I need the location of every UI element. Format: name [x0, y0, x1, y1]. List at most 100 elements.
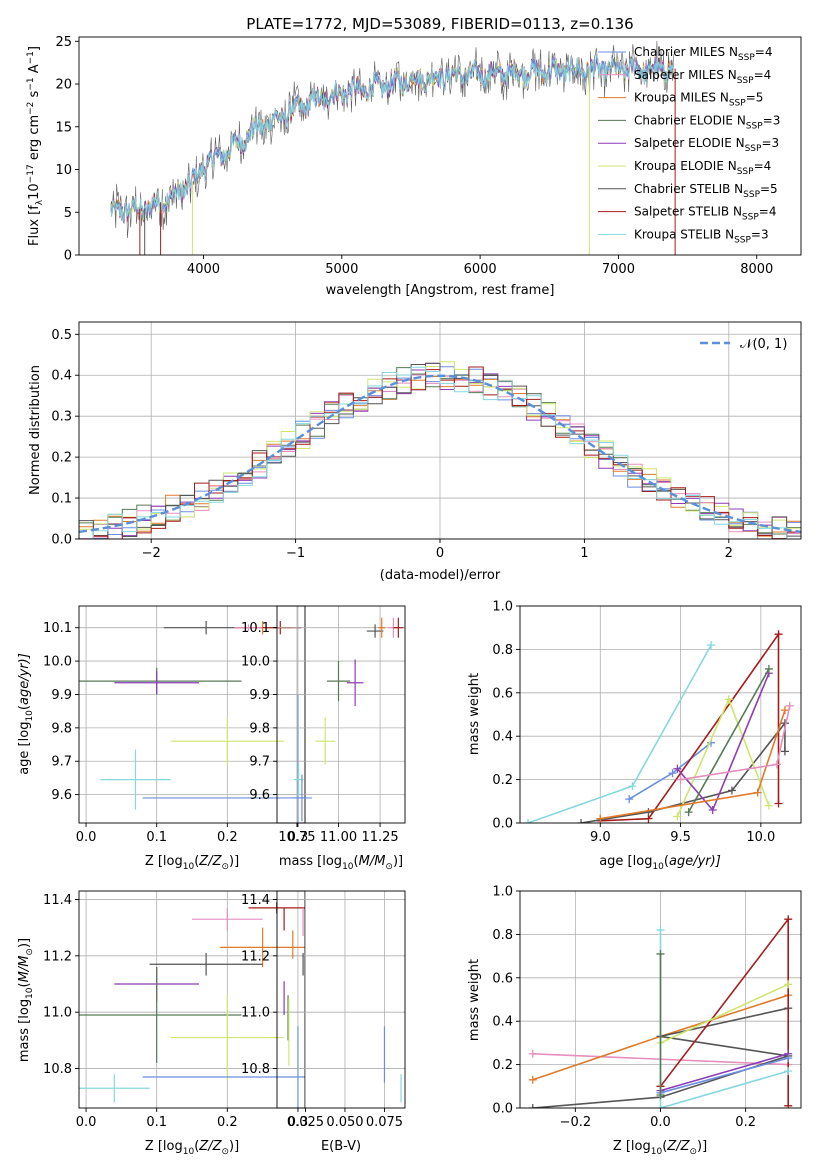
y-tick-label: 0.8 — [492, 928, 513, 943]
weight-marker — [774, 630, 783, 639]
weight-marker — [673, 764, 682, 773]
errorbar-point — [100, 749, 171, 810]
y-tick-label: 9.8 — [249, 721, 270, 736]
axes: −0.2 0.0 0.2 0.0 0.2 0.4 0.6 0.8 1.0 — [492, 885, 802, 1130]
x-tick-label: 0.2 — [217, 830, 238, 845]
x-tick-label: 4000 — [187, 262, 220, 277]
label-part: s — [27, 90, 42, 101]
axes-frame — [78, 36, 802, 256]
x-tick-label: 8000 — [740, 262, 773, 277]
weight-marker — [753, 788, 762, 797]
axes: 9.0 9.5 10.0 0.0 0.2 0.4 0.6 0.8 1.0 — [492, 600, 802, 845]
label-part: =5 — [760, 182, 778, 196]
y-tick-label: 0.4 — [51, 369, 72, 384]
weight-marker — [780, 706, 789, 715]
label-part: Kroupa STELIB N — [634, 227, 734, 241]
x-tick-label: 0.0 — [76, 1115, 97, 1130]
z-weight-panel: −0.2 0.0 0.20.00.20.40.60.81.0Z [log10(Z/Z… — [467, 885, 802, 1157]
label-part: ⊙ — [25, 948, 35, 956]
x-tick-label: 0 — [436, 546, 444, 561]
age-weight-panel: 9.0 9.5 10.0 0.0 0.2 0.4 0.6 0.8 1.0 age [log10(a… — [467, 600, 802, 872]
y-tick-label: 10.1 — [241, 621, 270, 636]
y-tick-label: 25 — [55, 35, 72, 50]
weight-line — [660, 983, 789, 1044]
x-tick-label: 0.3 — [288, 1115, 309, 1130]
label-part: SSP — [737, 76, 754, 86]
x-tick-label: 9.5 — [670, 830, 691, 845]
label-part: SSP — [743, 190, 760, 200]
label-part: / — [369, 854, 376, 869]
weight-line — [600, 631, 780, 822]
x-tick-label: −0.2 — [560, 1115, 592, 1130]
label-part: SSP — [742, 213, 759, 223]
y-tick-label: 0.4 — [492, 1015, 513, 1030]
x-axis-label: mass [log10(M/M⊙)] — [279, 854, 403, 872]
gaussian-curve — [79, 374, 801, 533]
plot-area — [524, 630, 794, 823]
y-tick-label: 10.8 — [241, 1062, 270, 1077]
figure-title: PLATE=1772, MJD=53089, FIBERID=0113, z=0… — [246, 15, 633, 33]
residuals-panel: −2 −1 0 1 2 0.0 0.1 0.2 0.3 0.4 0.5 𝒩(0, 1) (data-mo… — [28, 321, 802, 583]
x-tick-label: 11.25 — [361, 830, 398, 845]
label-part: age — [669, 854, 693, 869]
weight-marker — [764, 801, 773, 810]
x-tick-label: 0.2 — [735, 1115, 756, 1130]
grid — [79, 606, 305, 823]
errorbar-point — [79, 1074, 150, 1103]
errorbar-point — [393, 617, 404, 638]
label-part: λ — [35, 199, 45, 205]
label-part: )] — [17, 653, 32, 664]
label-part: Z — [212, 1139, 223, 1154]
label-part: 10 — [25, 987, 35, 999]
label-part: ⊙ — [221, 1147, 229, 1157]
weight-line — [600, 709, 786, 820]
axes-frame — [276, 890, 406, 1109]
label-part: SSP — [729, 99, 746, 109]
weight-marker — [596, 814, 605, 823]
legend-label: Kroupa MILES NSSP=5 — [634, 91, 763, 109]
x-axis-label: E(B-V) — [321, 1139, 361, 1154]
weight-line — [660, 1053, 789, 1092]
y-tick-label: 9.9 — [249, 688, 270, 703]
label-part: Salpeter ELODIE N — [634, 136, 745, 150]
weight-marker — [707, 641, 716, 650]
y-axis-label: Flux [fλ10−17 erg cm−2 s−1 A−1] — [26, 46, 45, 246]
axes: 10.75 11.00 11.25 9.6 9.7 9.8 9.9 10.0 10.1 — [241, 605, 406, 845]
label-part: wavelength [Angstrom, rest frame] — [326, 283, 555, 298]
x-axis-label: (data-model)/error — [380, 568, 501, 583]
y-tick-label: 11.2 — [43, 949, 72, 964]
label-part: 10 — [342, 862, 354, 872]
label-part: M — [17, 956, 32, 967]
y-tick-label: 11.4 — [241, 893, 270, 908]
label-part: / — [675, 1139, 682, 1154]
x-tick-label: 1 — [580, 546, 588, 561]
y-tick-label: 0.2 — [492, 1058, 513, 1073]
y-tick-label: 0.2 — [51, 451, 72, 466]
x-axis-label: Z [log10(Z/Z⊙)] — [145, 1139, 239, 1157]
x-tick-label: 0.075 — [366, 1115, 403, 1130]
axes: −2 −1 0 1 2 0.0 0.1 0.2 0.3 0.4 0.5 — [51, 321, 802, 561]
plot-area — [528, 915, 793, 1108]
y-tick-label: 5 — [64, 206, 72, 221]
label-part: ( — [664, 854, 669, 869]
x-tick-label: 11.00 — [320, 830, 357, 845]
errorbar-point — [142, 1026, 305, 1108]
label-part: =3 — [763, 113, 781, 127]
weight-marker — [780, 747, 789, 756]
x-tick-label: 0.050 — [326, 1115, 363, 1130]
label-part: age — [17, 681, 32, 705]
label-part: ( — [354, 854, 359, 869]
grid — [79, 322, 801, 540]
weight-marker — [656, 926, 665, 935]
label-part: =5 — [746, 91, 764, 105]
axes-frame — [78, 605, 306, 824]
label-part: Z — [680, 1139, 691, 1154]
x-tick-label: 0.0 — [76, 830, 97, 845]
y-tick-label: 0.0 — [492, 817, 513, 832]
label-part: ( — [194, 854, 199, 869]
plot-area — [79, 361, 801, 539]
label-part: )] — [17, 938, 32, 948]
y-tick-label: 11.0 — [241, 1006, 270, 1021]
label-part: Kroupa MILES N — [634, 91, 729, 105]
